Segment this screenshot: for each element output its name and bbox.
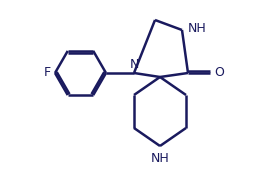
Text: NH: NH — [151, 151, 169, 164]
Text: O: O — [214, 66, 224, 79]
Text: F: F — [44, 66, 51, 79]
Text: NH: NH — [188, 22, 207, 35]
Text: N: N — [129, 58, 139, 71]
